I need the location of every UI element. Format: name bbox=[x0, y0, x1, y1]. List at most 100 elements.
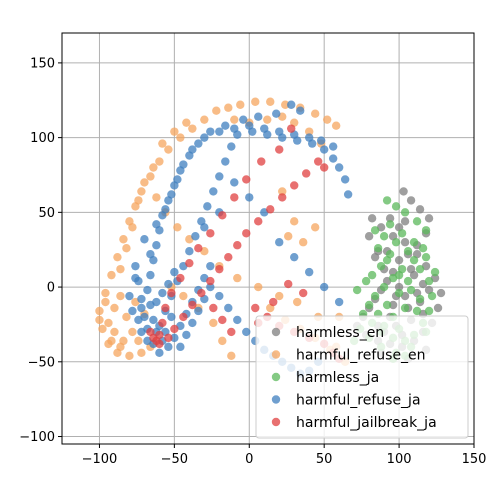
data-point bbox=[290, 217, 299, 226]
data-point bbox=[128, 223, 137, 232]
data-point bbox=[361, 276, 371, 286]
data-point bbox=[409, 238, 419, 247]
data-point bbox=[164, 342, 173, 352]
data-point bbox=[200, 115, 209, 124]
data-point bbox=[364, 232, 374, 241]
y-tick-label: 0 bbox=[47, 281, 55, 296]
data-point bbox=[319, 282, 329, 292]
data-point bbox=[164, 145, 173, 154]
data-point bbox=[403, 276, 413, 286]
data-point bbox=[200, 133, 209, 142]
data-point bbox=[110, 327, 119, 337]
data-point bbox=[212, 106, 221, 115]
data-point bbox=[110, 303, 119, 313]
data-point bbox=[275, 238, 284, 247]
data-point bbox=[182, 330, 191, 340]
data-point bbox=[394, 270, 404, 280]
data-point bbox=[266, 97, 275, 106]
data-point bbox=[224, 303, 233, 313]
data-point bbox=[385, 220, 395, 229]
data-point bbox=[370, 226, 380, 235]
data-point bbox=[284, 232, 293, 241]
data-point bbox=[310, 223, 320, 232]
data-point bbox=[310, 109, 320, 118]
data-point bbox=[233, 273, 242, 283]
data-point bbox=[128, 306, 137, 316]
data-point bbox=[182, 118, 191, 127]
data-point bbox=[194, 139, 203, 148]
data-point bbox=[281, 100, 290, 109]
data-points bbox=[95, 97, 446, 378]
data-point bbox=[409, 255, 419, 265]
data-point bbox=[287, 100, 296, 109]
data-point bbox=[230, 124, 239, 133]
data-point bbox=[412, 306, 422, 316]
data-point bbox=[367, 270, 377, 280]
legend-marker bbox=[271, 372, 281, 382]
data-point bbox=[137, 303, 146, 313]
data-point bbox=[140, 178, 149, 187]
data-point bbox=[230, 178, 239, 187]
data-point bbox=[263, 115, 272, 124]
data-point bbox=[209, 303, 218, 313]
data-point bbox=[296, 106, 305, 115]
data-point bbox=[299, 288, 308, 298]
data-point bbox=[155, 339, 164, 349]
data-point bbox=[254, 112, 263, 121]
data-point bbox=[242, 327, 251, 337]
data-point bbox=[391, 238, 401, 247]
x-tick-label: 50 bbox=[316, 452, 333, 467]
data-point bbox=[233, 241, 242, 250]
legend-label: harmful_refuse_en bbox=[296, 348, 426, 364]
legend-marker bbox=[271, 350, 281, 359]
data-point bbox=[146, 172, 155, 181]
data-point bbox=[319, 163, 329, 172]
data-point bbox=[197, 288, 206, 298]
data-point bbox=[367, 214, 377, 223]
data-point bbox=[406, 264, 416, 274]
legend-label: harmless_ja bbox=[296, 370, 379, 386]
data-point bbox=[370, 291, 380, 301]
data-point bbox=[227, 142, 236, 151]
data-point bbox=[137, 187, 146, 196]
data-point bbox=[206, 127, 215, 136]
data-point bbox=[436, 288, 446, 298]
data-point bbox=[215, 172, 224, 181]
data-point bbox=[400, 217, 410, 226]
data-point bbox=[224, 103, 233, 112]
y-tick-label: 100 bbox=[30, 131, 55, 146]
data-point bbox=[299, 238, 308, 247]
data-point bbox=[176, 133, 185, 142]
data-point bbox=[424, 276, 434, 286]
data-point bbox=[421, 252, 431, 262]
data-point bbox=[170, 333, 179, 343]
data-point bbox=[427, 291, 437, 301]
data-point bbox=[382, 196, 392, 205]
data-point bbox=[242, 229, 251, 238]
data-point bbox=[424, 306, 434, 316]
data-point bbox=[179, 291, 188, 301]
data-point bbox=[343, 190, 353, 199]
data-point bbox=[421, 226, 431, 235]
data-point bbox=[143, 285, 152, 295]
data-point bbox=[376, 261, 386, 271]
data-point bbox=[176, 342, 185, 352]
data-point bbox=[227, 327, 236, 337]
data-point bbox=[254, 217, 263, 226]
data-point bbox=[167, 312, 176, 322]
data-point bbox=[215, 291, 224, 301]
data-point bbox=[400, 208, 410, 217]
data-point bbox=[101, 288, 110, 298]
legend-label: harmful_refuse_ja bbox=[296, 393, 421, 409]
data-point bbox=[209, 187, 218, 196]
plot-frame bbox=[61, 32, 475, 445]
data-point bbox=[254, 282, 263, 292]
data-point bbox=[125, 351, 134, 361]
data-point bbox=[287, 124, 296, 133]
data-point bbox=[164, 279, 173, 289]
y-tick-label: −100 bbox=[19, 430, 55, 445]
data-point bbox=[260, 124, 269, 133]
data-point bbox=[206, 282, 215, 292]
data-point bbox=[352, 285, 362, 295]
data-point bbox=[394, 255, 404, 265]
